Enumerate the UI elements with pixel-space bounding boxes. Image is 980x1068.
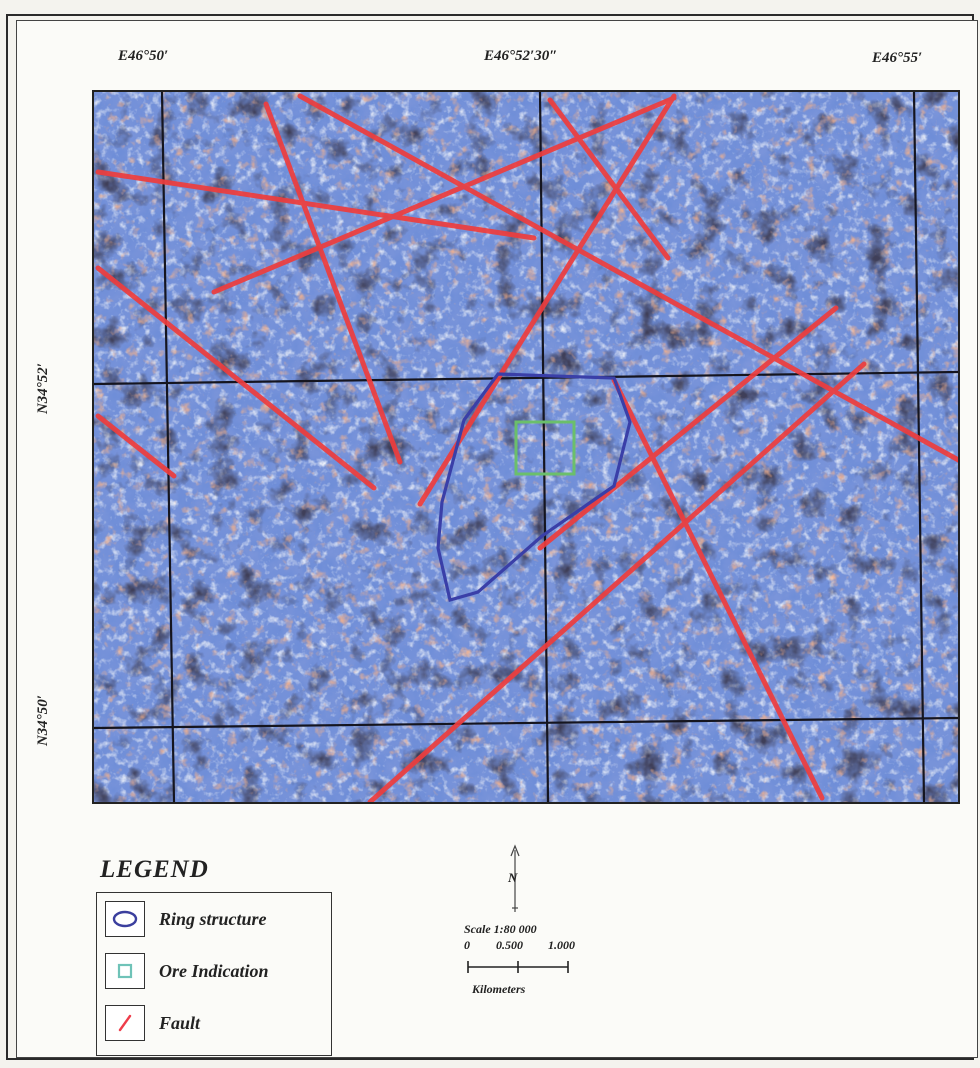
ring-structure — [436, 372, 632, 603]
north-arrow-icon — [510, 844, 520, 912]
fault-8 — [611, 377, 825, 801]
scale-unit: Kilometers — [472, 982, 526, 996]
legend-item-ring: Ring structure — [105, 901, 267, 937]
scale-label: Scale 1:80 000 — [464, 922, 537, 936]
fault-6 — [95, 265, 377, 491]
fault-7 — [417, 93, 677, 507]
ore-indication — [514, 420, 576, 476]
legend-label-fault: Fault — [159, 1012, 201, 1033]
fault-11 — [95, 413, 177, 479]
fault-4 — [263, 101, 403, 465]
scale-bar — [467, 961, 569, 973]
fault-10 — [537, 305, 839, 551]
fault-5 — [547, 97, 671, 261]
grid-line-e4655 — [912, 92, 926, 802]
scale-tick-1: 0.500 — [496, 938, 523, 952]
legend-box: Ring structure Ore Indication Fault — [96, 892, 332, 1056]
fault-3 — [211, 95, 677, 295]
grid-line-e4650 — [160, 92, 176, 802]
fault-lines — [95, 93, 958, 802]
grid-line-n3450 — [94, 716, 958, 730]
coordinate-grid — [94, 92, 958, 802]
satellite-map — [92, 90, 960, 804]
north-label: N — [508, 870, 518, 885]
coord-top-1: E46°50′ — [118, 48, 169, 64]
fault-2 — [297, 93, 958, 463]
scale-tick-2: 1.000 — [548, 938, 575, 952]
legend-title: LEGEND — [100, 856, 209, 883]
map-svg — [94, 92, 958, 802]
ring-icon — [105, 901, 145, 937]
legend-label-ore: Ore Indication — [159, 960, 269, 981]
scale-tick-0: 0 — [464, 938, 470, 952]
fault-9 — [367, 361, 867, 802]
legend-item-ore: Ore Indication — [105, 953, 269, 989]
coord-top-2: E46°52′30″ — [484, 48, 558, 64]
legend-item-fault: Fault — [105, 1005, 200, 1041]
map-texture-orange — [94, 92, 958, 802]
coord-left-1: N34°52′ — [35, 362, 52, 415]
coord-top-3: E46°55′ — [872, 50, 923, 66]
scale-block: N Scale 1:80 000 0 0.500 1.000 Kilometer… — [456, 842, 596, 1012]
coord-left-2: N34°50′ — [35, 694, 52, 747]
fault-line-icon — [105, 1005, 145, 1041]
square-icon — [105, 953, 145, 989]
legend-label-ring: Ring structure — [159, 908, 267, 929]
grid-line-e465230 — [538, 92, 550, 802]
fault-1 — [95, 169, 537, 241]
